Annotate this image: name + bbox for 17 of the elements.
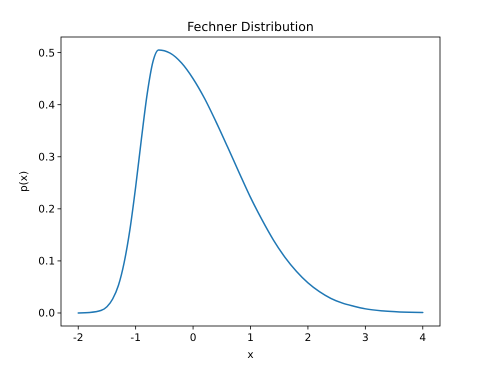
y-tick-label: 0.1 [38, 256, 55, 268]
x-tick-label: 2 [304, 332, 312, 344]
line-series [77, 49, 424, 314]
y-tick-label: 0.4 [38, 99, 56, 112]
x-tick-label: 3 [362, 332, 369, 344]
x-tick-label: 1 [247, 332, 254, 344]
chart-title: Fechner Distribution [187, 19, 314, 34]
x-axis-title: x [247, 349, 254, 361]
y-tick-label: 0.0 [38, 308, 55, 320]
x-tick-label: 4 [419, 332, 426, 344]
y-tick-label: 0.5 [38, 47, 55, 60]
x-tick-label: -1 [130, 332, 141, 344]
x-tick-label: -2 [72, 332, 84, 344]
y-axis-title: p(x) [18, 170, 30, 192]
x-tick-label: 0 [190, 332, 196, 344]
y-tick-label: 0.2 [38, 204, 55, 216]
y-tick-label: 0.3 [38, 151, 55, 164]
